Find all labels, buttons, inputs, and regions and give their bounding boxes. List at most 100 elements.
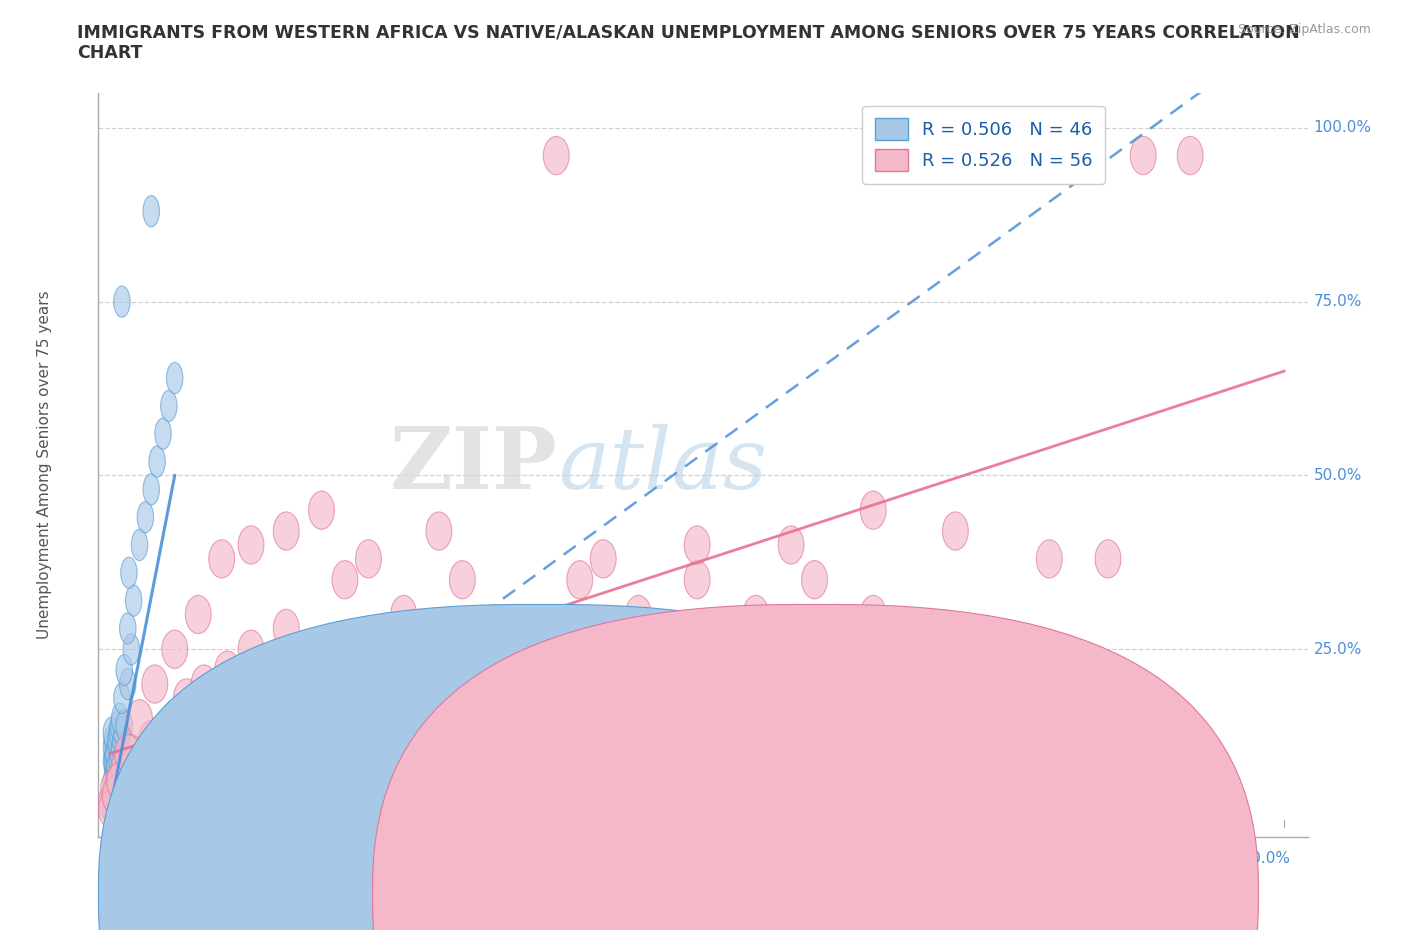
Ellipse shape bbox=[162, 699, 187, 737]
Ellipse shape bbox=[426, 512, 451, 551]
Ellipse shape bbox=[103, 777, 129, 815]
Ellipse shape bbox=[117, 655, 132, 685]
Ellipse shape bbox=[120, 669, 136, 699]
Ellipse shape bbox=[162, 631, 187, 669]
Ellipse shape bbox=[110, 745, 125, 777]
Ellipse shape bbox=[103, 777, 128, 815]
Ellipse shape bbox=[114, 717, 131, 749]
Text: Source: ZipAtlas.com: Source: ZipAtlas.com bbox=[1237, 23, 1371, 36]
Ellipse shape bbox=[114, 683, 131, 713]
Ellipse shape bbox=[977, 631, 1004, 669]
Ellipse shape bbox=[107, 751, 124, 783]
Ellipse shape bbox=[110, 717, 125, 749]
Ellipse shape bbox=[942, 512, 969, 551]
Ellipse shape bbox=[111, 731, 128, 763]
Ellipse shape bbox=[1177, 137, 1204, 175]
Ellipse shape bbox=[121, 557, 138, 589]
Ellipse shape bbox=[1154, 721, 1180, 759]
Text: Unemployment Among Seniors over 75 years: Unemployment Among Seniors over 75 years bbox=[37, 291, 52, 639]
Ellipse shape bbox=[104, 751, 121, 783]
Ellipse shape bbox=[138, 721, 165, 759]
Ellipse shape bbox=[108, 724, 124, 755]
Ellipse shape bbox=[101, 769, 127, 807]
Ellipse shape bbox=[112, 724, 129, 755]
Ellipse shape bbox=[273, 512, 299, 551]
Ellipse shape bbox=[332, 561, 359, 599]
Ellipse shape bbox=[356, 539, 381, 578]
Text: 0.0%: 0.0% bbox=[104, 851, 143, 866]
Ellipse shape bbox=[567, 561, 593, 599]
Ellipse shape bbox=[166, 363, 183, 393]
Ellipse shape bbox=[138, 501, 153, 533]
Ellipse shape bbox=[155, 418, 172, 449]
Ellipse shape bbox=[104, 773, 121, 804]
Ellipse shape bbox=[117, 711, 132, 741]
Ellipse shape bbox=[543, 137, 569, 175]
Ellipse shape bbox=[186, 595, 211, 633]
Ellipse shape bbox=[108, 773, 124, 804]
Ellipse shape bbox=[391, 595, 416, 633]
Ellipse shape bbox=[107, 763, 132, 801]
Text: 25.0%: 25.0% bbox=[1313, 642, 1362, 657]
Ellipse shape bbox=[98, 790, 124, 829]
Text: Natives/Alaskans: Natives/Alaskans bbox=[844, 886, 969, 901]
Ellipse shape bbox=[104, 724, 121, 755]
Ellipse shape bbox=[143, 473, 159, 505]
Ellipse shape bbox=[115, 735, 141, 773]
Ellipse shape bbox=[160, 391, 177, 421]
Ellipse shape bbox=[104, 737, 121, 769]
Ellipse shape bbox=[104, 745, 121, 777]
Ellipse shape bbox=[143, 195, 159, 227]
Ellipse shape bbox=[127, 783, 152, 821]
Ellipse shape bbox=[308, 699, 335, 737]
Ellipse shape bbox=[111, 749, 138, 787]
Ellipse shape bbox=[103, 717, 120, 749]
Ellipse shape bbox=[191, 665, 217, 703]
Ellipse shape bbox=[105, 751, 122, 783]
Ellipse shape bbox=[920, 679, 945, 717]
Ellipse shape bbox=[308, 491, 335, 529]
Text: IMMIGRANTS FROM WESTERN AFRICA VS NATIVE/ALASKAN UNEMPLOYMENT AMONG SENIORS OVER: IMMIGRANTS FROM WESTERN AFRICA VS NATIVE… bbox=[77, 23, 1301, 62]
Ellipse shape bbox=[120, 613, 136, 644]
Ellipse shape bbox=[98, 783, 124, 821]
Ellipse shape bbox=[118, 735, 145, 773]
Ellipse shape bbox=[110, 711, 127, 741]
Ellipse shape bbox=[105, 759, 122, 790]
Ellipse shape bbox=[149, 445, 166, 477]
Ellipse shape bbox=[127, 699, 152, 737]
Ellipse shape bbox=[238, 631, 264, 669]
Ellipse shape bbox=[107, 779, 124, 811]
Ellipse shape bbox=[626, 595, 651, 633]
Text: 100.0%: 100.0% bbox=[1313, 120, 1371, 135]
Ellipse shape bbox=[508, 651, 534, 689]
Ellipse shape bbox=[1036, 679, 1062, 717]
Ellipse shape bbox=[860, 491, 886, 529]
Ellipse shape bbox=[273, 609, 299, 647]
Ellipse shape bbox=[103, 765, 120, 797]
Ellipse shape bbox=[131, 529, 148, 561]
Ellipse shape bbox=[591, 539, 616, 578]
Text: Immigrants from Western Africa: Immigrants from Western Africa bbox=[569, 886, 804, 901]
Ellipse shape bbox=[125, 585, 142, 617]
Ellipse shape bbox=[860, 595, 886, 633]
Ellipse shape bbox=[111, 703, 128, 735]
Ellipse shape bbox=[105, 765, 122, 797]
Ellipse shape bbox=[1095, 539, 1121, 578]
Ellipse shape bbox=[142, 665, 167, 703]
Ellipse shape bbox=[103, 745, 120, 777]
Ellipse shape bbox=[114, 286, 131, 317]
Ellipse shape bbox=[107, 763, 132, 801]
Legend: R = 0.506   N = 46, R = 0.526   N = 56: R = 0.506 N = 46, R = 0.526 N = 56 bbox=[862, 106, 1105, 184]
Ellipse shape bbox=[150, 790, 176, 829]
Ellipse shape bbox=[107, 759, 124, 790]
Ellipse shape bbox=[124, 633, 139, 665]
Text: 100.0%: 100.0% bbox=[1232, 851, 1289, 866]
Ellipse shape bbox=[208, 539, 235, 578]
Ellipse shape bbox=[104, 787, 121, 817]
Ellipse shape bbox=[450, 561, 475, 599]
Ellipse shape bbox=[110, 737, 127, 769]
Text: atlas: atlas bbox=[558, 424, 768, 506]
Ellipse shape bbox=[778, 525, 804, 565]
Text: 50.0%: 50.0% bbox=[1313, 468, 1362, 483]
Ellipse shape bbox=[103, 779, 120, 811]
